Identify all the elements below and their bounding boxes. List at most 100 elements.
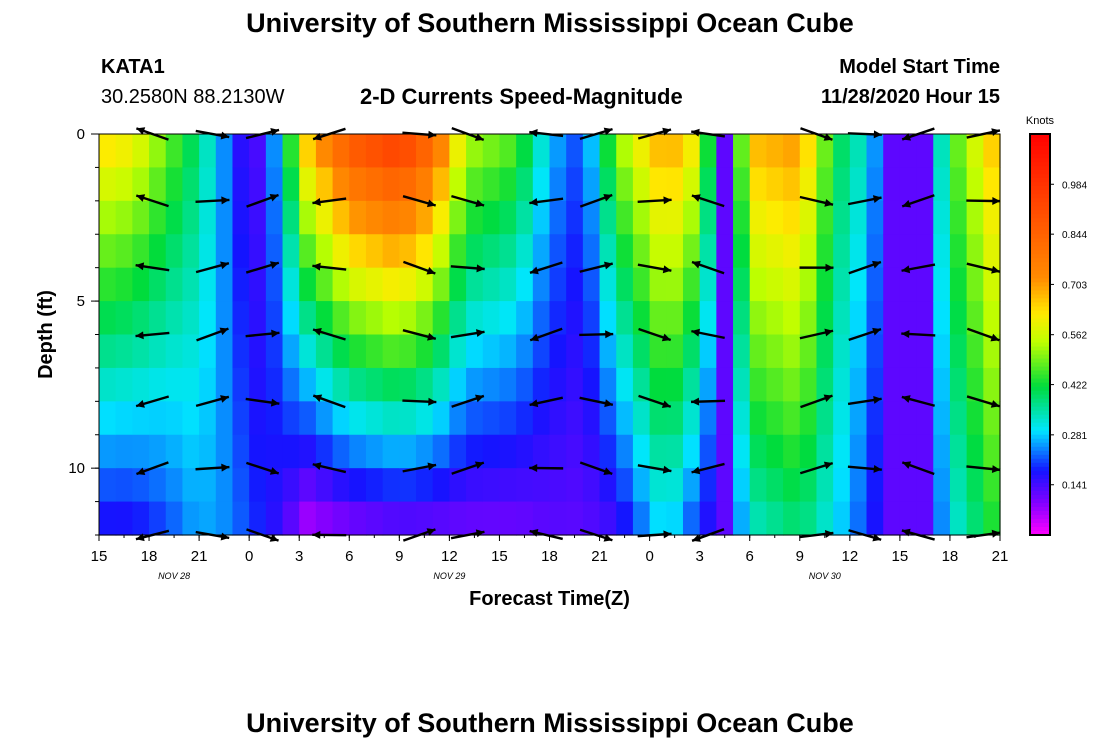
heatmap-cell bbox=[349, 267, 367, 302]
heatmap-cell bbox=[232, 468, 250, 503]
x-tick-label: 12 bbox=[441, 548, 458, 565]
heatmap-cell bbox=[532, 234, 551, 269]
heatmap-cell bbox=[949, 468, 968, 503]
heatmap-cell bbox=[382, 301, 400, 336]
arrow-head bbox=[663, 196, 672, 205]
heatmap-cell bbox=[365, 134, 384, 169]
arrow-head bbox=[991, 529, 1001, 538]
heatmap-cell bbox=[315, 167, 334, 202]
colorbar-segment bbox=[1030, 342, 1050, 348]
heatmap-cell bbox=[182, 234, 200, 269]
heatmap-cell bbox=[516, 434, 534, 469]
heatmap-cell bbox=[199, 334, 217, 369]
heatmap-cell bbox=[482, 334, 501, 369]
heatmap-cell bbox=[549, 200, 567, 235]
colorbar-segment bbox=[1030, 162, 1050, 167]
current-arrow bbox=[451, 461, 485, 475]
heatmap-cell bbox=[232, 134, 250, 169]
current-arrow bbox=[529, 327, 563, 342]
current-arrow bbox=[966, 196, 1001, 205]
heatmap-cell bbox=[449, 301, 467, 336]
heatmap-cell bbox=[833, 501, 851, 536]
current-arrow bbox=[800, 394, 833, 409]
heatmap-cell bbox=[249, 134, 267, 169]
heatmap-cell bbox=[766, 234, 784, 269]
heatmap-cell bbox=[616, 401, 634, 436]
colorbar-segment bbox=[1030, 430, 1050, 436]
heatmap-cell bbox=[566, 367, 584, 402]
colorbar-segment bbox=[1030, 478, 1050, 484]
heatmap-cell bbox=[883, 167, 901, 202]
heatmap-cell bbox=[599, 501, 617, 536]
arrow-head bbox=[426, 199, 436, 208]
heatmap-cell bbox=[199, 367, 217, 402]
current-arrow bbox=[799, 328, 834, 340]
arrow-head bbox=[991, 465, 1001, 474]
arrow-head bbox=[135, 331, 144, 340]
heatmap-cell bbox=[466, 167, 484, 202]
heatmap-cell bbox=[165, 367, 184, 402]
heatmap-cell bbox=[549, 367, 567, 402]
x-tick-label: 0 bbox=[645, 548, 653, 565]
colorbar-segment bbox=[1030, 226, 1050, 231]
heatmap-cell bbox=[399, 468, 417, 503]
heatmap-cell bbox=[349, 334, 367, 369]
heatmap-cell bbox=[699, 501, 717, 536]
colorbar-segment bbox=[1030, 386, 1050, 392]
heatmap-cell bbox=[182, 267, 200, 302]
heatmap-cell bbox=[315, 334, 334, 369]
arrow-head bbox=[604, 261, 613, 270]
arrow-head bbox=[691, 128, 700, 137]
heatmap-cell bbox=[466, 200, 484, 235]
heatmap-cell bbox=[733, 167, 751, 202]
current-arrow bbox=[135, 395, 170, 408]
heatmap-cell bbox=[265, 234, 284, 269]
heatmap-cell bbox=[199, 167, 217, 202]
arrow-head bbox=[426, 266, 436, 275]
heatmap-cell bbox=[165, 134, 184, 169]
heatmap-cell bbox=[883, 468, 901, 503]
colorbar-segment bbox=[1030, 446, 1050, 452]
heatmap-cell bbox=[933, 401, 951, 436]
arrow-head bbox=[476, 329, 485, 338]
heatmap-cell bbox=[933, 301, 951, 336]
heatmap-cell bbox=[249, 401, 267, 436]
heatmap-cell bbox=[799, 234, 818, 269]
heatmap-cell bbox=[933, 134, 951, 169]
heatmap-cell bbox=[132, 167, 150, 202]
heatmap-cell bbox=[649, 434, 667, 469]
heatmap-cell bbox=[783, 501, 801, 536]
heatmap-cell bbox=[966, 401, 984, 436]
heatmap-cell bbox=[165, 167, 184, 202]
heatmap-cell bbox=[666, 401, 684, 436]
heatmap-cell bbox=[949, 434, 968, 469]
heatmap-cell bbox=[182, 167, 200, 202]
heatmap-cell bbox=[833, 434, 851, 469]
heatmap-cell bbox=[265, 334, 284, 369]
heatmap-cell bbox=[933, 367, 951, 402]
heatmap-cell bbox=[532, 267, 551, 302]
colorbar-tick-label: 0.281 bbox=[1062, 431, 1087, 442]
colorbar-segment bbox=[1030, 290, 1050, 295]
heatmap-cell bbox=[582, 468, 601, 503]
current-arrow bbox=[135, 262, 170, 272]
heatmap-cell bbox=[866, 267, 884, 302]
heatmap-cell bbox=[365, 468, 384, 503]
heatmap-cell bbox=[799, 334, 818, 369]
current-arrow bbox=[966, 465, 1001, 474]
colorbar-segment bbox=[1030, 326, 1050, 332]
colorbar-segment bbox=[1030, 298, 1050, 304]
heatmap-cell bbox=[349, 134, 367, 169]
colorbar-segment bbox=[1030, 250, 1050, 255]
heatmap-cell bbox=[599, 301, 617, 336]
heatmap-cell bbox=[115, 267, 133, 302]
colorbar-segment bbox=[1030, 238, 1050, 243]
current-arrow bbox=[195, 395, 230, 408]
heatmap-cell bbox=[682, 200, 701, 235]
heatmap-cell bbox=[532, 501, 551, 536]
arrow-head bbox=[901, 395, 911, 403]
colorbar-segment bbox=[1030, 470, 1050, 476]
heatmap-cell bbox=[899, 267, 918, 302]
heatmap-cell bbox=[632, 200, 651, 235]
colorbar-tick-label: 0.422 bbox=[1062, 381, 1087, 392]
